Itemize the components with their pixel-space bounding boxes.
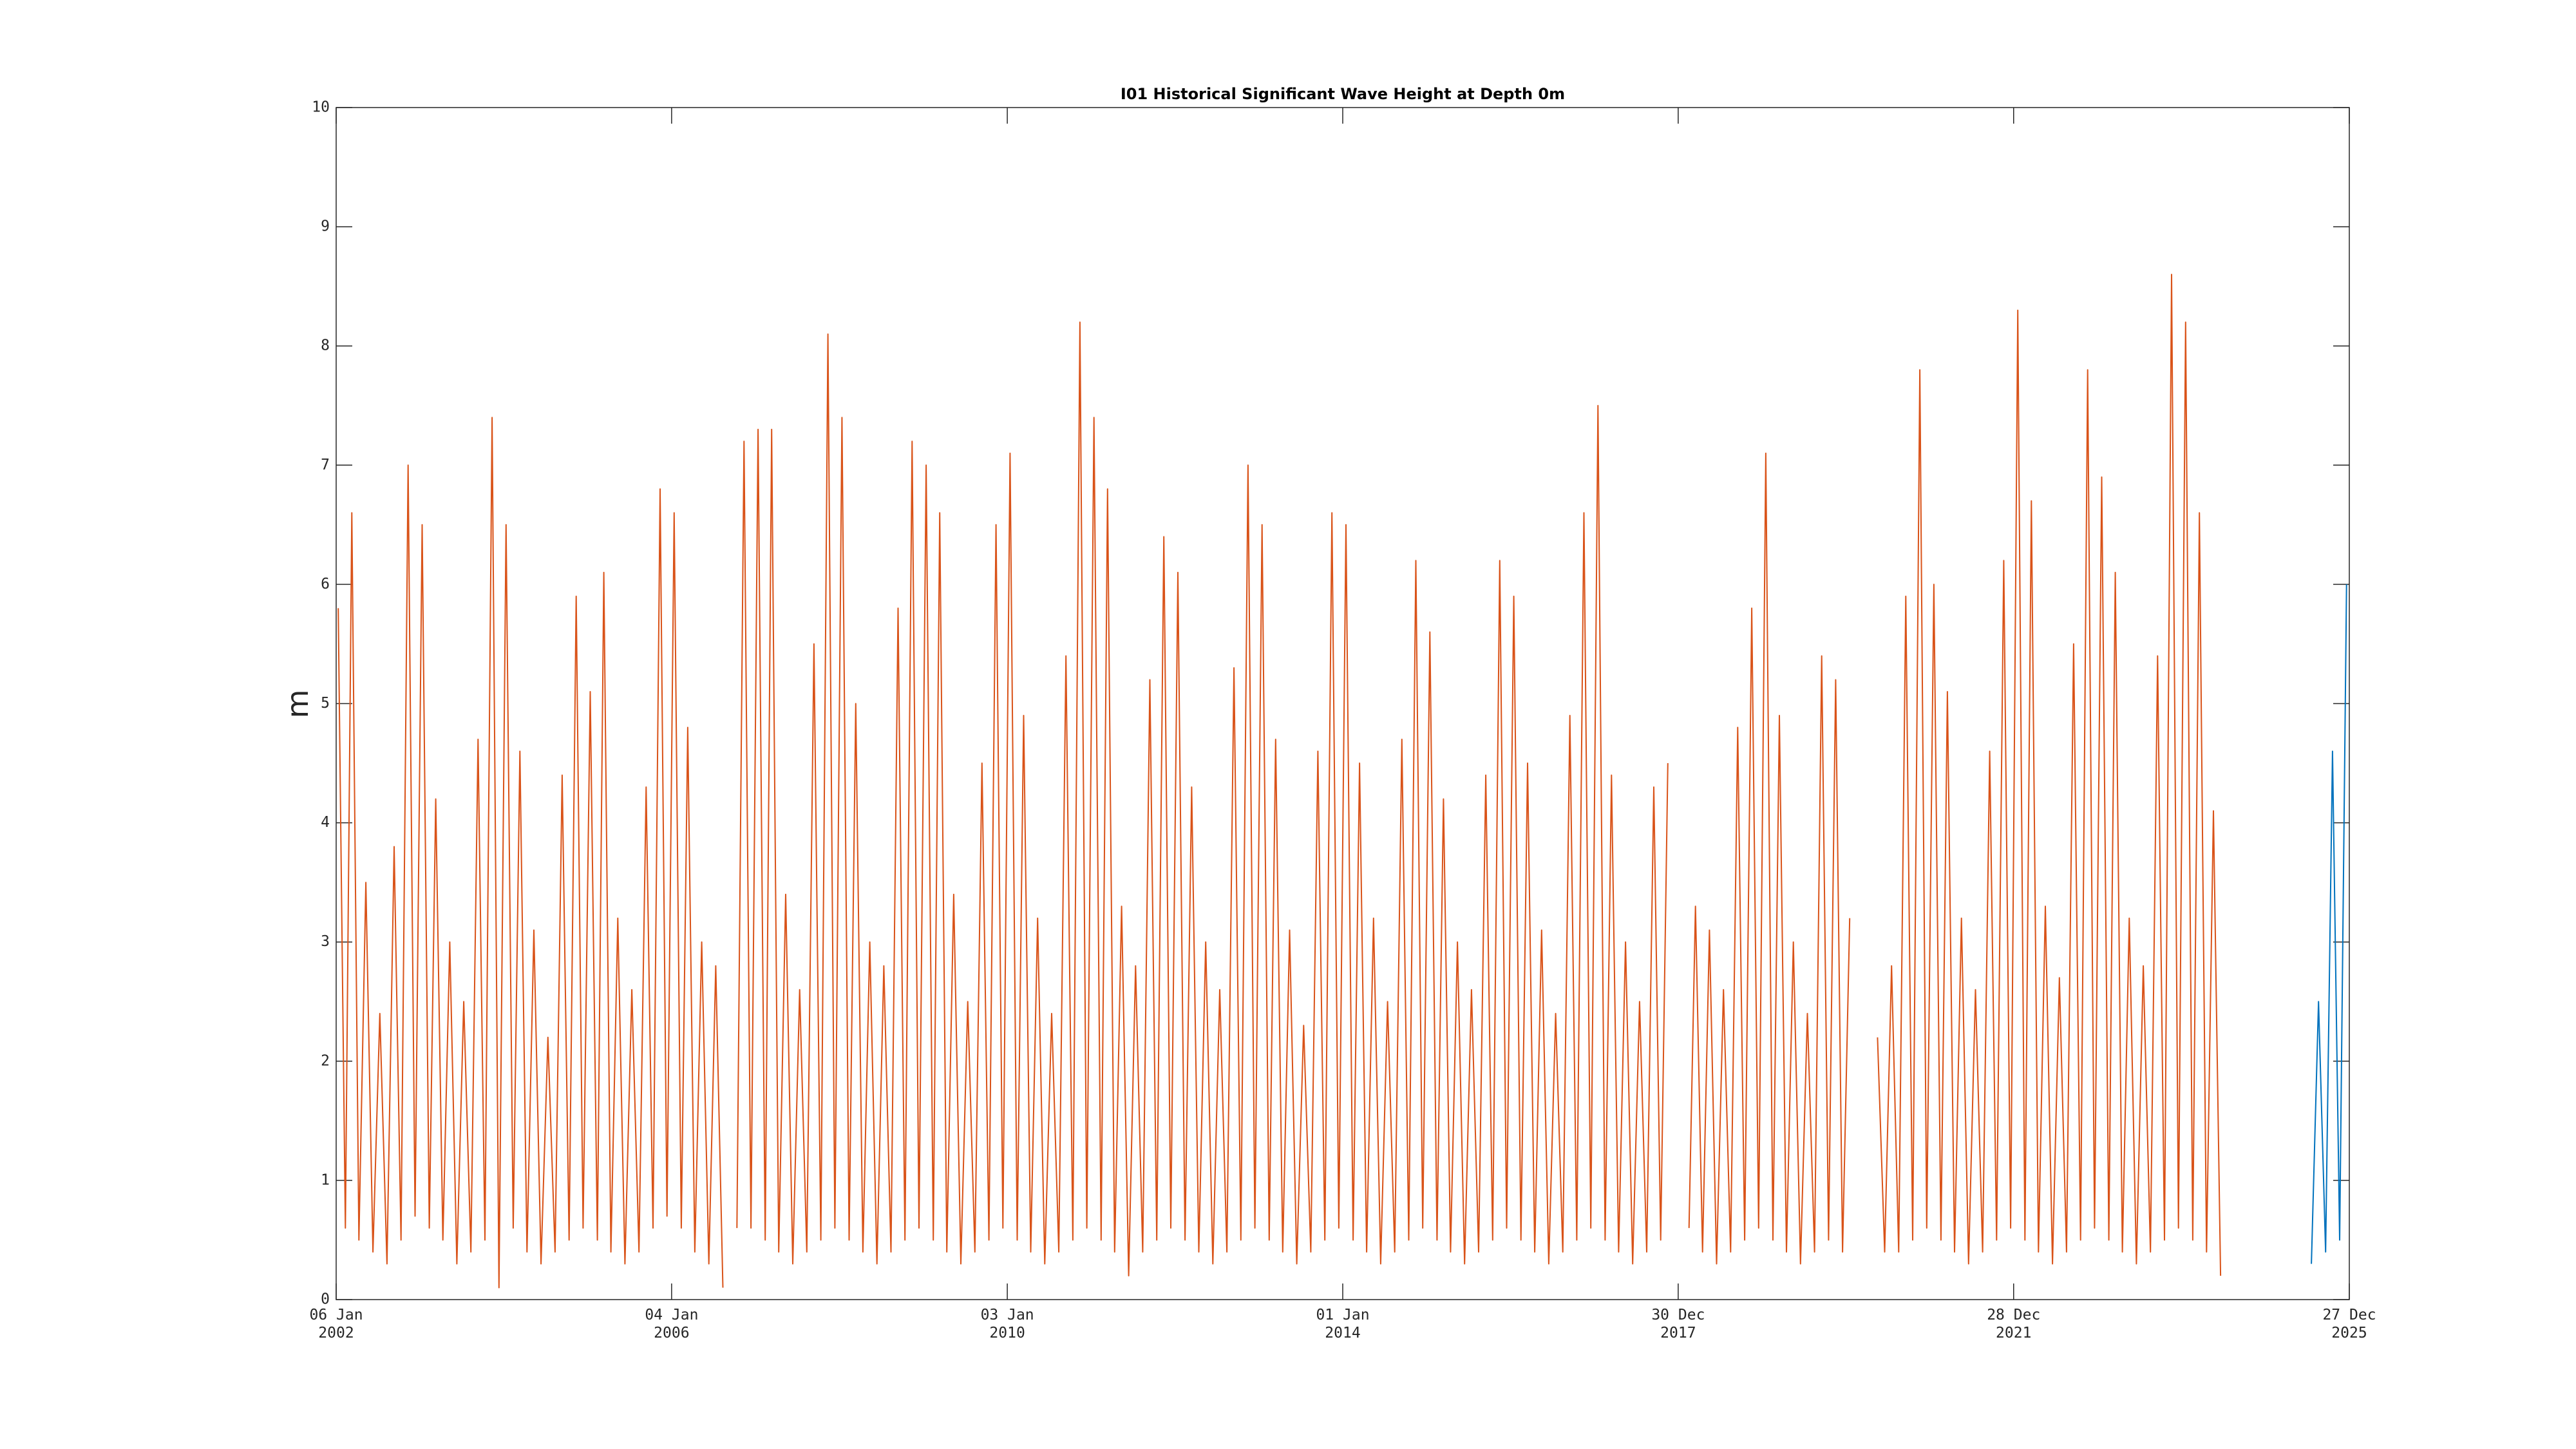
y-tick-label: 10 xyxy=(312,99,330,116)
data-line xyxy=(337,274,2222,1289)
x-tick-label: 06 Jan 2002 xyxy=(309,1307,363,1341)
y-tick-label: 0 xyxy=(321,1291,330,1308)
y-tick-label: 1 xyxy=(321,1171,330,1188)
x-tick-label: 28 Dec 2021 xyxy=(1987,1307,2041,1341)
axes-box xyxy=(336,107,2350,1300)
y-tick-label: 2 xyxy=(321,1052,330,1069)
data-line xyxy=(2311,584,2347,1264)
y-tick-label: 6 xyxy=(321,576,330,592)
y-tick-label: 9 xyxy=(321,218,330,235)
y-tick-label: 4 xyxy=(321,814,330,831)
y-tick-label: 7 xyxy=(321,457,330,473)
x-tick-label: 27 Dec 2025 xyxy=(2322,1307,2376,1341)
x-tick-label: 30 Dec 2017 xyxy=(1651,1307,1705,1341)
x-tick-label: 04 Jan 2006 xyxy=(645,1307,699,1341)
y-axis-label: m xyxy=(280,690,315,719)
x-tick-label: 01 Jan 2014 xyxy=(1316,1307,1370,1341)
y-tick-label: 3 xyxy=(321,933,330,950)
y-tick-label: 8 xyxy=(321,337,330,354)
x-tick-label: 03 Jan 2010 xyxy=(980,1307,1034,1341)
y-tick-label: 5 xyxy=(321,695,330,712)
chart-title: I01 Historical Significant Wave Height a… xyxy=(1121,85,1565,103)
